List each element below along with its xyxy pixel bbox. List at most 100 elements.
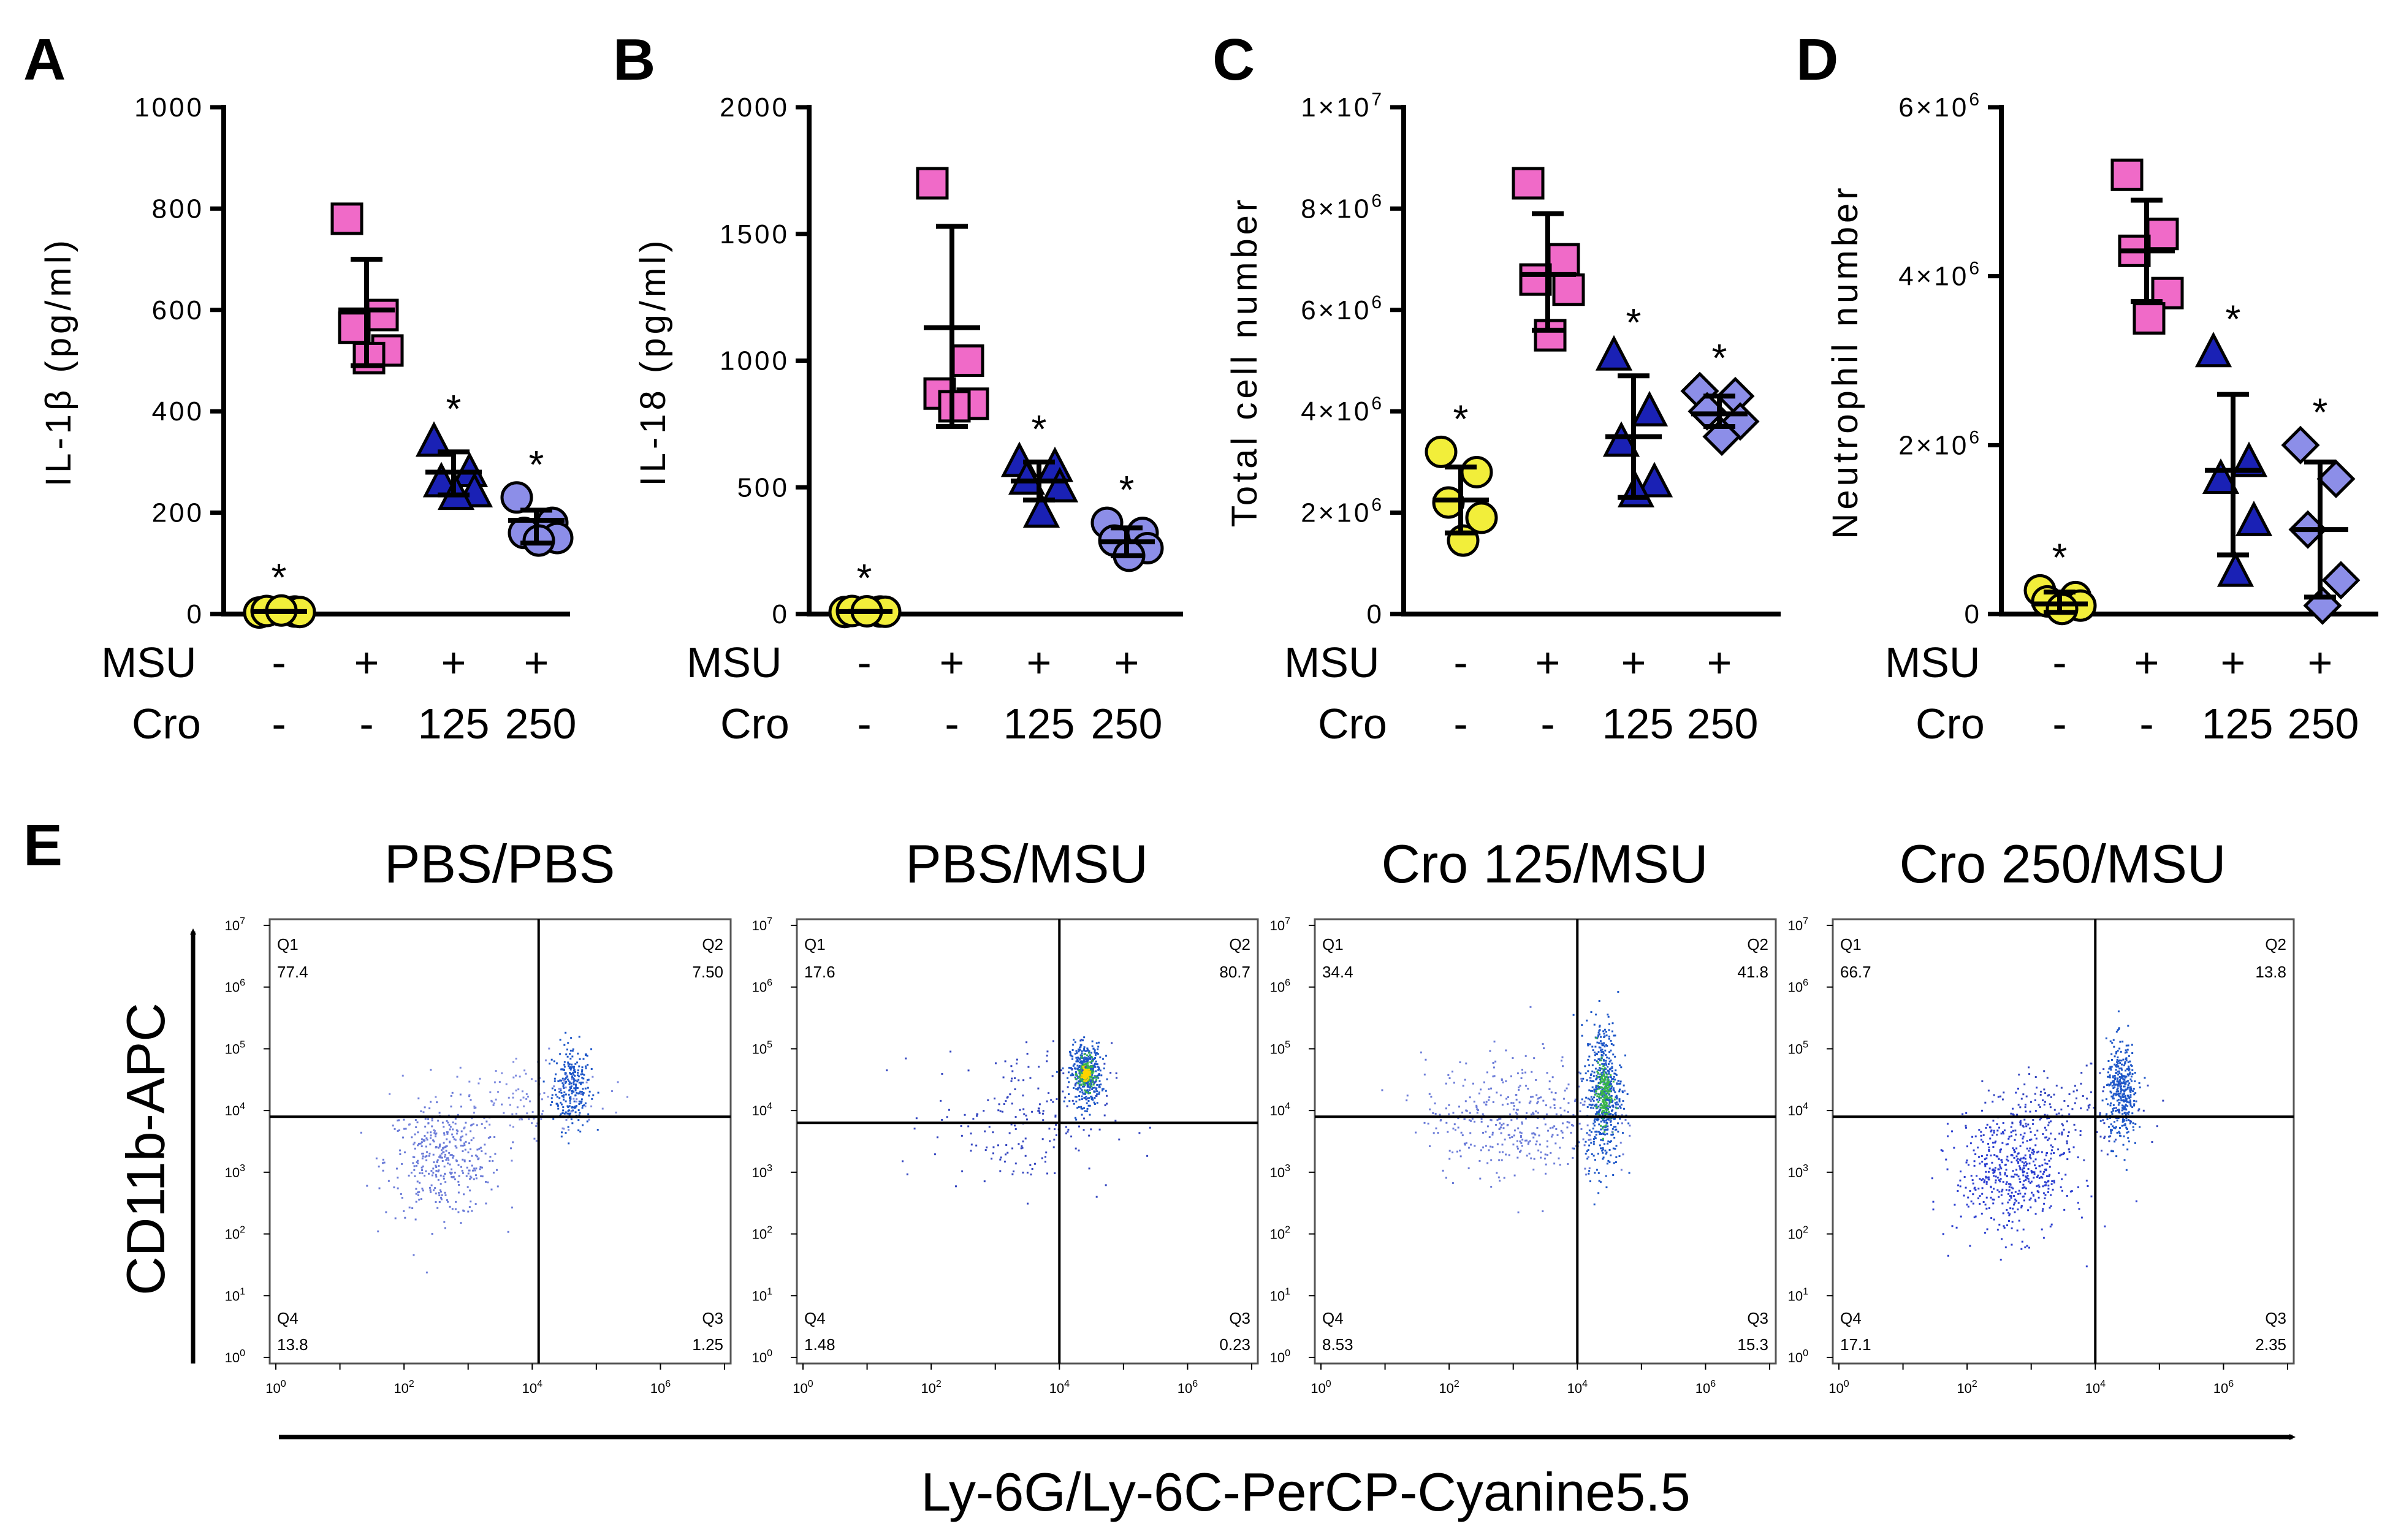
flow-event-dot xyxy=(1621,1132,1624,1134)
flow-event-dot xyxy=(2131,1073,2134,1075)
flow-event-dot xyxy=(455,1160,458,1163)
flow-event-dot xyxy=(512,1092,514,1094)
flow-event-dot xyxy=(1578,1085,1580,1088)
quadrant-q2-value: 7.50 xyxy=(692,963,723,981)
flow-event-dot xyxy=(2116,1079,2118,1081)
flow-event-dot xyxy=(1516,1147,1519,1150)
flow-event-dot xyxy=(1004,1060,1006,1063)
y-tick-mantissa: 6×10 xyxy=(1301,295,1371,325)
flow-event-dot xyxy=(2026,1177,2028,1180)
quadrant-name: Q1 xyxy=(1840,935,1862,954)
flow-event-dot xyxy=(1621,1122,1623,1125)
flow-event-dot xyxy=(1492,1061,1494,1064)
flow-event-dot xyxy=(483,1117,485,1119)
flow-event-dot xyxy=(2127,1074,2129,1077)
flow-event-dot xyxy=(970,1150,972,1152)
flow-event-dot xyxy=(1078,1149,1080,1151)
flow-event-dot xyxy=(1986,1154,1988,1156)
flow-event-dot xyxy=(1592,1155,1595,1157)
flow-event-dot xyxy=(2000,1095,2002,1098)
flow-event-dot xyxy=(1098,1128,1101,1131)
flow-event-dot xyxy=(413,1143,415,1145)
flow-event-dot xyxy=(1985,1177,1987,1179)
flow-event-dot xyxy=(1524,1117,1527,1120)
flow-event-dot xyxy=(1546,1145,1548,1148)
flow-event-dot xyxy=(2131,1112,2134,1115)
flow-event-dot xyxy=(583,1074,585,1076)
flow-event-dot xyxy=(2038,1186,2041,1188)
flow-event-dot xyxy=(1086,1072,1088,1074)
flow-event-dot xyxy=(1082,1082,1084,1085)
flow-y-tick-base: 10 xyxy=(225,1350,240,1365)
flow-event-dot xyxy=(568,1083,571,1085)
flow-event-dot xyxy=(1516,1109,1519,1111)
flow-event-dot xyxy=(535,1140,538,1142)
flow-event-dot xyxy=(1013,1125,1016,1127)
flow-x-tick-exp: 2 xyxy=(1454,1379,1459,1389)
flow-event-dot xyxy=(444,1172,446,1175)
flow-event-dot xyxy=(1025,1118,1028,1121)
flow-event-dot xyxy=(1087,1092,1090,1094)
flow-event-dot xyxy=(1602,1073,1605,1075)
flow-event-dot xyxy=(1980,1131,1982,1133)
flow-event-dot xyxy=(2000,1259,2002,1261)
flow-event-dot xyxy=(1075,1118,1078,1121)
flow-event-dot xyxy=(1604,1105,1606,1107)
flow-event-dot xyxy=(582,1058,585,1060)
flow-event-dot xyxy=(457,1191,460,1194)
flow-event-dot xyxy=(1078,1094,1081,1097)
flow-event-dot xyxy=(1603,1060,1605,1062)
flow-event-dot xyxy=(2010,1126,2012,1128)
y-tick-label: 6×106 xyxy=(1301,292,1384,325)
flow-event-dot xyxy=(1600,1068,1602,1070)
flow-event-dot xyxy=(586,1120,588,1123)
flow-event-dot xyxy=(2126,1088,2129,1090)
y-tick-label: 2×106 xyxy=(1301,495,1384,528)
flow-event-dot xyxy=(2036,1129,2039,1132)
flow-event-dot xyxy=(1440,1118,1442,1121)
cro-label: Cro xyxy=(720,700,790,748)
flow-event-dot xyxy=(1075,1068,1077,1070)
flow-event-dot xyxy=(425,1271,428,1273)
flow-event-dot xyxy=(2019,1120,2022,1122)
flow-event-dot xyxy=(2108,1068,2110,1070)
flow-event-dot xyxy=(428,1152,431,1155)
flow-event-dot xyxy=(2014,1211,2016,1213)
flow-event-dot xyxy=(412,1162,414,1164)
flow-event-dot xyxy=(2024,1154,2026,1156)
flow-event-dot xyxy=(2019,1134,2022,1136)
flow-event-dot xyxy=(1622,1100,1624,1102)
flow-event-dot xyxy=(2035,1167,2038,1170)
flow-event-dot xyxy=(2047,1124,2050,1126)
flow-event-dot xyxy=(1599,1059,1601,1061)
flow-event-dot xyxy=(521,1118,523,1121)
flow-event-dot xyxy=(439,1156,442,1159)
flow-event-dot xyxy=(1502,1123,1505,1125)
flow-event-dot xyxy=(470,1130,472,1132)
data-point xyxy=(1041,466,1079,503)
flow-event-dot xyxy=(1615,1069,1617,1072)
flow-event-dot xyxy=(1075,1082,1077,1085)
flow-event-dot xyxy=(1984,1158,1986,1161)
flow-event-dot xyxy=(360,1131,362,1134)
flow-event-dot xyxy=(1605,1112,1607,1114)
flow-event-dot xyxy=(2126,1073,2129,1075)
flow-event-dot xyxy=(2127,1080,2129,1082)
data-point xyxy=(2316,459,2356,499)
flow-y-tick-base: 10 xyxy=(1270,1350,1285,1365)
flow-event-dot xyxy=(1992,1142,1994,1144)
flow-event-dot xyxy=(1543,1047,1545,1050)
flow-event-dot xyxy=(1079,1049,1081,1051)
flow-event-dot xyxy=(2124,1124,2126,1126)
flow-event-dot xyxy=(1606,1056,1608,1059)
flow-event-dot xyxy=(2058,1132,2061,1135)
flow-event-dot xyxy=(1600,1081,1602,1083)
y-tick-label: 200 xyxy=(152,498,204,528)
flow-event-dot xyxy=(2058,1112,2060,1115)
flow-event-dot xyxy=(1452,1128,1455,1130)
flow-event-dot xyxy=(519,1099,522,1101)
flow-event-dot xyxy=(569,1086,571,1088)
flow-event-dot xyxy=(487,1137,490,1139)
flow-event-dot xyxy=(1593,1091,1596,1093)
flow-event-dot xyxy=(1619,1088,1621,1091)
